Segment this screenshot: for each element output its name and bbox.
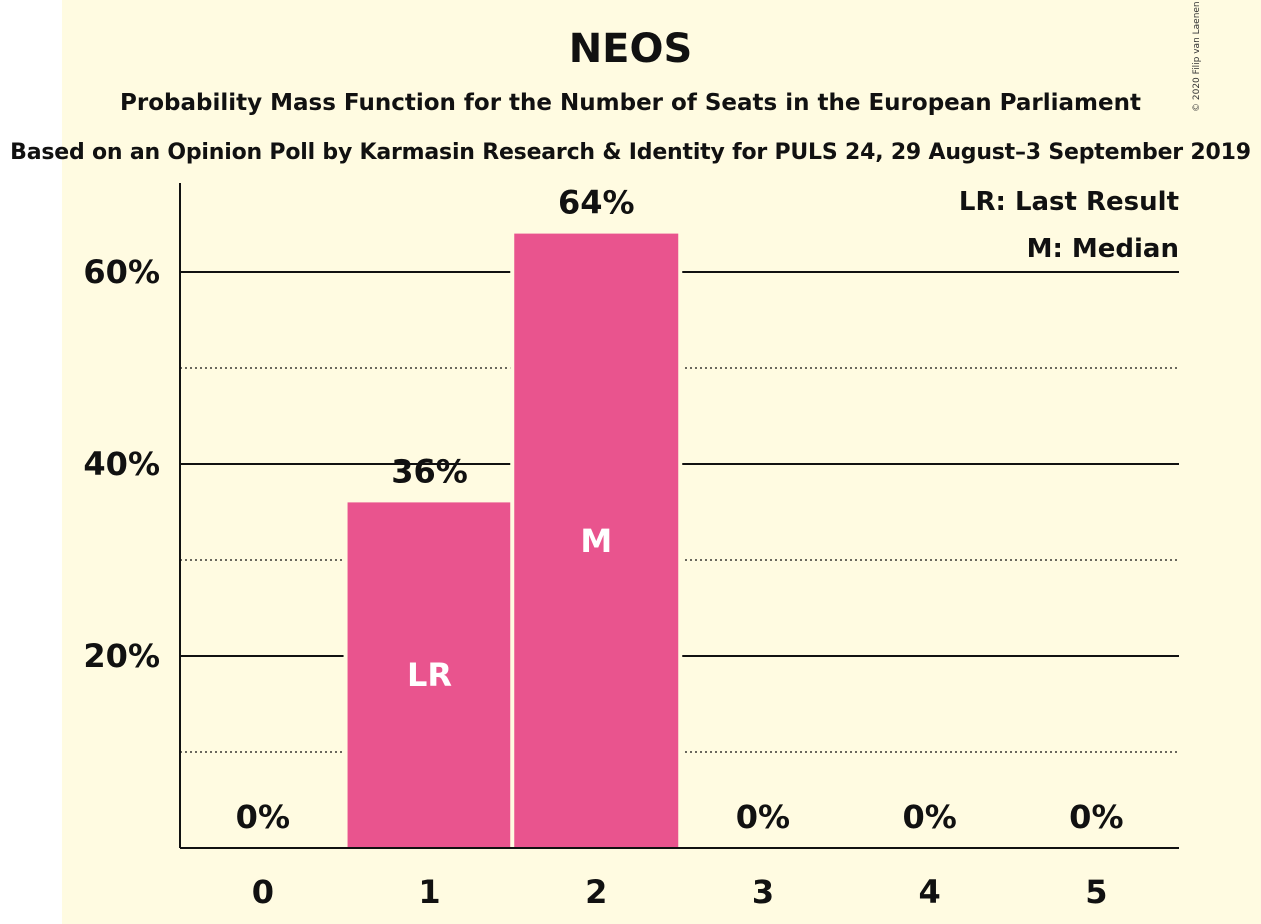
data-label: 36% <box>391 452 468 490</box>
data-label: 0% <box>236 798 290 836</box>
bar-marker: LR <box>407 656 452 694</box>
data-label: 0% <box>1069 798 1123 836</box>
bar <box>347 502 512 848</box>
x-tick-label: 5 <box>1085 873 1107 911</box>
legend-last-result: LR: Last Result <box>959 187 1179 217</box>
y-tick-label: 20% <box>83 637 160 675</box>
data-label: 0% <box>902 798 956 836</box>
bar <box>514 233 679 849</box>
labels: 20% 40% 60% 0 1 2 3 4 5 0% 36% 64% 0% 0% 0% LR M <box>83 184 1123 911</box>
bar-marker: M <box>580 522 612 560</box>
y-tick-label: 60% <box>83 253 160 291</box>
chart-subtitle: Probability Mass Function for the Number… <box>120 90 1141 116</box>
x-tick-label: 4 <box>919 873 941 911</box>
axes <box>179 183 1179 849</box>
x-tick-label: 0 <box>252 873 274 911</box>
y-tick-label: 40% <box>83 445 160 483</box>
data-label: 0% <box>736 798 790 836</box>
legend-median: M: Median <box>1027 234 1179 264</box>
chart-source: Based on an Opinion Poll by Karmasin Res… <box>10 140 1251 165</box>
x-tick-label: 2 <box>585 873 607 911</box>
data-label: 64% <box>558 184 635 222</box>
bars <box>343 199 683 849</box>
x-tick-label: 3 <box>752 873 774 911</box>
x-tick-label: 1 <box>418 873 440 911</box>
chart-title: NEOS <box>568 26 693 72</box>
